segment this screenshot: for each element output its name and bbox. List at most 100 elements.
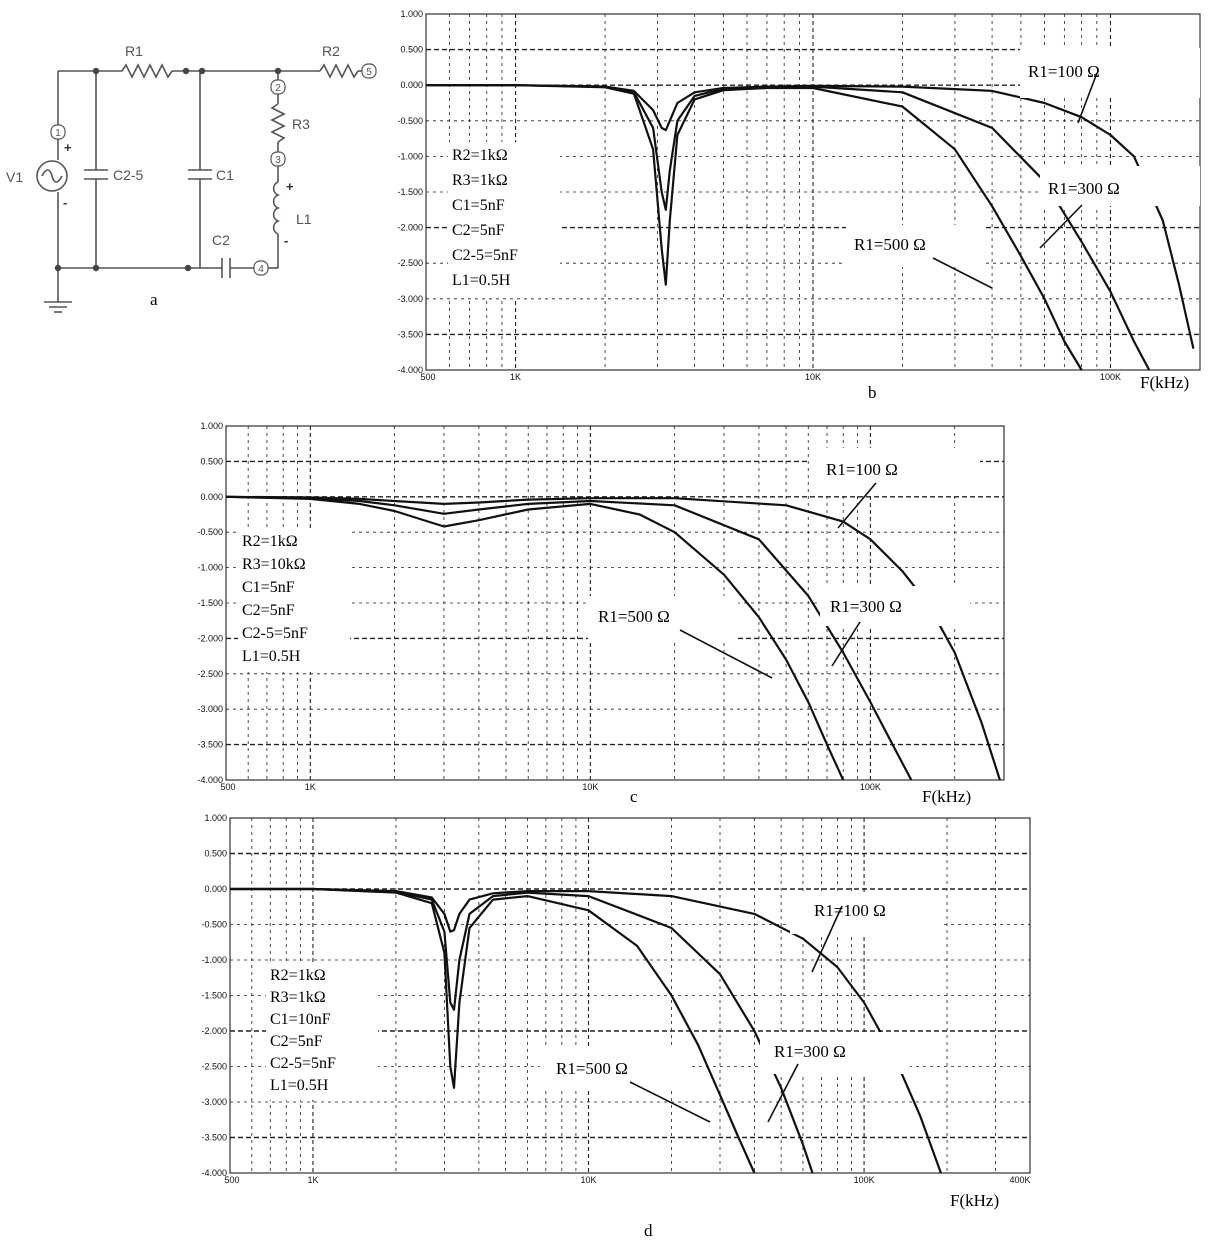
y-tick-label: -3.500 bbox=[397, 329, 423, 339]
annotation-label: R1=500 Ω bbox=[598, 607, 670, 626]
x-axis-title: F(kHz) bbox=[950, 1191, 999, 1210]
param-label: R3=10kΩ bbox=[242, 556, 306, 573]
y-tick-label: 1.000 bbox=[200, 421, 223, 431]
y-tick-label: -2.500 bbox=[397, 258, 423, 268]
annotation-box bbox=[1040, 166, 1200, 206]
annotation-label: R1=300 Ω bbox=[1048, 179, 1120, 198]
y-tick-label: -1.000 bbox=[397, 151, 423, 161]
label-r2: R2 bbox=[322, 43, 340, 59]
y-tick-label: -1.000 bbox=[201, 955, 227, 965]
y-tick-label: -4.000 bbox=[197, 775, 223, 785]
annotation-label: R1=100 Ω bbox=[826, 460, 898, 479]
panel-letter: c bbox=[630, 787, 638, 806]
x-tick-label: 500 bbox=[220, 782, 235, 792]
x-tick-label: 1K bbox=[305, 782, 316, 792]
node-marker-2 bbox=[270, 79, 286, 95]
node-label-5: 5 bbox=[366, 67, 372, 78]
y-tick-label: -2.000 bbox=[201, 1026, 227, 1036]
x-axis-title: F(kHz) bbox=[922, 787, 971, 806]
param-label: C2-5=5nF bbox=[270, 1055, 336, 1072]
label-c2: C2 bbox=[212, 232, 230, 248]
annotation-leader-line bbox=[811, 905, 843, 973]
v1-minus-sign: - bbox=[63, 195, 67, 210]
param-label: R3=1kΩ bbox=[270, 989, 326, 1006]
junction-dot bbox=[92, 264, 100, 272]
y-tick-label: -4.000 bbox=[201, 1168, 227, 1178]
y-tick-label: -2.500 bbox=[201, 1062, 227, 1072]
chart-b: 1.000 0.500 0.000 -0.500 -1.000 -1.500 -2.000 -… bbox=[397, 9, 1201, 402]
y-tick-label: -4.000 bbox=[397, 365, 423, 375]
y-tick-label: 0.500 bbox=[400, 45, 423, 55]
l1-plus-sign: + bbox=[286, 179, 294, 194]
y-tick-label: -3.000 bbox=[201, 1097, 227, 1107]
annotation-leader-line bbox=[837, 482, 877, 529]
label-l1: L1 bbox=[296, 211, 312, 227]
x-tick-label: 400K bbox=[1009, 1175, 1030, 1185]
node-marker-3 bbox=[270, 151, 286, 167]
node-marker-4 bbox=[253, 260, 269, 276]
node-label-1: 1 bbox=[55, 128, 61, 139]
y-tick-label: -3.500 bbox=[197, 740, 223, 750]
node-label-2: 2 bbox=[275, 83, 281, 94]
y-tick-label: -3.500 bbox=[201, 1133, 227, 1143]
series-line-3 bbox=[230, 887, 756, 1174]
y-tick-label: -1.000 bbox=[197, 563, 223, 573]
annotation-box bbox=[540, 1048, 690, 1090]
ac-wave-icon bbox=[41, 169, 63, 183]
annotation-box bbox=[846, 225, 986, 267]
annotation-label: R1=100 Ω bbox=[814, 901, 886, 920]
annotation-leader-line bbox=[831, 621, 861, 667]
param-label: C2=5nF bbox=[242, 602, 295, 619]
label-c1: C1 bbox=[216, 167, 234, 183]
annotation-box bbox=[810, 448, 980, 494]
annotation-label: R1=300 Ω bbox=[774, 1042, 846, 1061]
x-axis-title: F(kHz) bbox=[1140, 373, 1189, 392]
label-r3: R3 bbox=[292, 116, 310, 132]
node-label-3: 3 bbox=[275, 155, 281, 166]
node-label-4: 4 bbox=[258, 264, 264, 275]
y-tick-label: -2.500 bbox=[197, 669, 223, 679]
y-tick-label: -1.500 bbox=[197, 598, 223, 608]
x-tick-label: 100K bbox=[1100, 372, 1121, 382]
annotation-label: R1=300 Ω bbox=[830, 597, 902, 616]
y-tick-label: -0.500 bbox=[197, 527, 223, 537]
param-box bbox=[238, 528, 350, 672]
annotation-box bbox=[790, 892, 940, 934]
annotation-leader-line bbox=[932, 257, 993, 289]
param-box bbox=[448, 142, 560, 298]
label-r1: R1 bbox=[125, 43, 143, 59]
node-marker-1 bbox=[50, 124, 66, 140]
param-label: R3=1kΩ bbox=[452, 172, 508, 189]
y-tick-label: 0.500 bbox=[200, 456, 223, 466]
panel-letter: d bbox=[644, 1221, 653, 1240]
y-tick-label: -3.000 bbox=[397, 294, 423, 304]
resistor-r2 bbox=[319, 63, 359, 79]
gridlines bbox=[230, 818, 1030, 1173]
annotation-leader-line bbox=[1039, 204, 1083, 249]
x-tick-label: 1K bbox=[307, 1175, 318, 1185]
annotation-label: R1=100 Ω bbox=[1028, 62, 1100, 81]
y-tick-label: 0.000 bbox=[200, 492, 223, 502]
y-tick-label: -1.500 bbox=[201, 991, 227, 1001]
annotation-box bbox=[820, 586, 970, 626]
param-label: C2-5=5nF bbox=[452, 247, 518, 264]
panel-letter-a: a bbox=[150, 290, 158, 309]
y-tick-label: 0.000 bbox=[400, 80, 423, 90]
junction-dot bbox=[198, 67, 206, 75]
x-tick-label: 10K bbox=[581, 1175, 597, 1185]
x-tick-label: 100K bbox=[854, 1175, 875, 1185]
param-label: R2=1kΩ bbox=[452, 147, 508, 164]
x-tick-label: 1K bbox=[510, 372, 521, 382]
panel-letter: b bbox=[868, 383, 877, 402]
param-label: R2=1kΩ bbox=[270, 967, 326, 984]
v1-plus-sign: + bbox=[64, 140, 72, 155]
param-label: C1=5nF bbox=[242, 579, 295, 596]
y-tick-label: -2.000 bbox=[397, 223, 423, 233]
x-tick-label: 100K bbox=[860, 782, 881, 792]
series-line-2 bbox=[426, 84, 1151, 371]
junction-dot bbox=[182, 67, 190, 75]
param-box bbox=[266, 962, 378, 1100]
node-marker-5 bbox=[361, 63, 377, 79]
y-tick-label: 1.000 bbox=[204, 813, 227, 823]
annotation-leader-line bbox=[629, 1081, 711, 1123]
